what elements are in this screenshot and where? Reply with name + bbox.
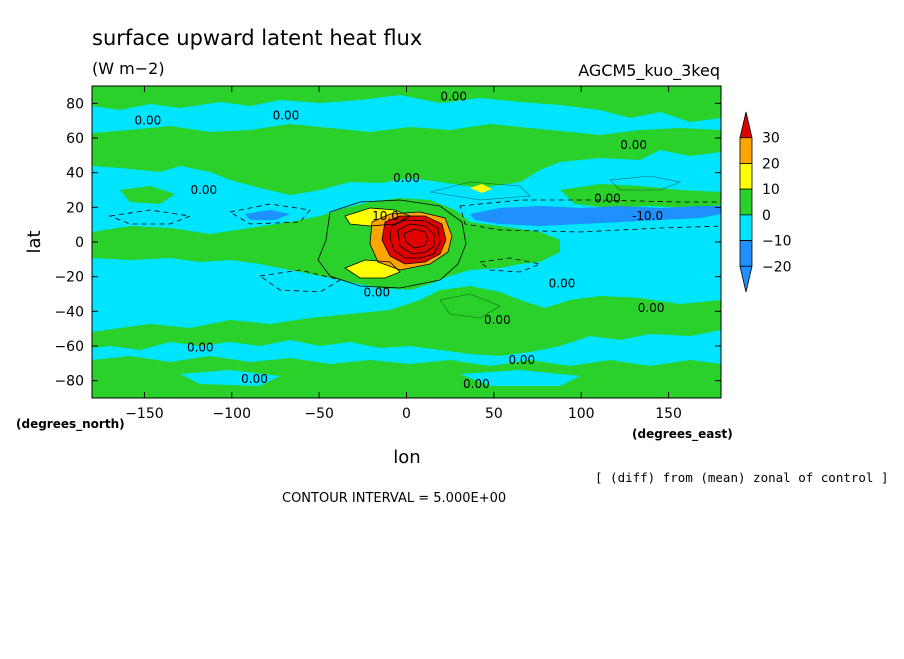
y-tick-label: 40 (66, 166, 84, 182)
y-tick-label: 20 (66, 200, 84, 216)
colorbar-swatch (739, 137, 753, 164)
y-tick-label: −40 (54, 304, 84, 320)
contour-label: 0.00 (135, 114, 162, 128)
y-tick-label: −20 (54, 270, 84, 286)
x-tick-label: 0 (402, 406, 411, 422)
contour-label: 0.00 (594, 192, 621, 206)
colorbar-swatch (739, 188, 753, 216)
y-axis: 80 60 40 20 0 −20 −40 −60 −80 (54, 96, 721, 390)
contour-label: 0.00 (273, 108, 300, 122)
contour-labels: 0.00 0.00 0.00 0.00 0.00 0.00 0.00 10.0 -10.0 0.0… (135, 89, 665, 391)
strong-negative-region-atlantic (245, 210, 290, 220)
positive-region-north-pole (92, 86, 721, 122)
contour-interval: CONTOUR INTERVAL = 5.000E+00 (282, 491, 506, 506)
negative-patch-south-pole-east (460, 370, 580, 386)
units-label: (W m−2) (92, 59, 165, 78)
y-tick-label: 0 (75, 235, 84, 251)
contour-label: 0.00 (638, 301, 665, 315)
negative-contour-lines (108, 199, 721, 293)
colorbar-tick-label: 30 (762, 131, 780, 147)
y-unit-note: (degrees_north) (16, 417, 125, 432)
contour-label: 0.00 (620, 138, 647, 152)
anomaly-yellow-spot (470, 184, 492, 193)
colorbar-tick-label: −20 (762, 259, 792, 275)
x-tick-label: 100 (568, 406, 595, 422)
strong-negative-region-pacific (470, 206, 721, 226)
colorbar-swatch (739, 111, 753, 139)
comparison-note: [ (diff) from (mean) zonal of control ] (595, 470, 889, 485)
colorbar-swatch (739, 163, 753, 190)
x-axis-label: lon (393, 447, 420, 468)
y-tick-label: −80 (54, 374, 84, 390)
colorbar-tick-label: 0 (762, 208, 771, 224)
colorbar: 30 20 10 0 −10 −20 (739, 111, 792, 293)
y-tick-label: 60 (66, 131, 84, 147)
faint-contour-lines (429, 175, 682, 319)
anomaly-red-core (382, 216, 446, 264)
contour-field (92, 86, 721, 398)
negative-patch-south-pole (180, 370, 280, 386)
positive-patch-subtropics-north (120, 186, 175, 204)
contour-label: 0.00 (393, 171, 420, 185)
contour-lines (317, 199, 467, 289)
x-tick-label: 150 (655, 406, 682, 422)
positive-region-north-midlat (92, 124, 721, 195)
contour-label: 10.0 (372, 209, 399, 223)
chart-title: surface upward latent heat flux (92, 26, 422, 50)
colorbar-swatch (739, 265, 753, 293)
x-tick-label: −150 (125, 406, 163, 422)
y-axis-label: lat (24, 230, 45, 253)
x-axis: −150 −100 −50 0 50 100 150 (125, 86, 682, 422)
x-tick-label: −100 (213, 406, 251, 422)
contour-label: 0.00 (463, 377, 490, 391)
positive-patch-pacific (560, 184, 721, 208)
contour-label: 0.00 (190, 183, 217, 197)
positive-region-south-subtropics (92, 286, 721, 356)
positive-region-south-pole (92, 356, 721, 398)
colorbar-tick-label: 20 (762, 156, 780, 172)
x-tick-label: 50 (485, 406, 503, 422)
experiment-label: AGCM5_kuo_3keq (578, 61, 720, 81)
colorbar-swatch (739, 240, 753, 267)
colorbar-tick-label: −10 (762, 234, 792, 250)
contour-label: 0.00 (508, 353, 535, 367)
colorbar-tick-label: 10 (762, 182, 780, 198)
contour-label: 0.00 (484, 313, 511, 327)
contour-label: 0.00 (363, 285, 390, 299)
contour-label: -10.0 (632, 209, 663, 223)
colorbar-swatch (739, 214, 753, 241)
y-tick-label: −60 (54, 339, 84, 355)
contour-label: 0.00 (241, 372, 268, 386)
x-tick-label: −50 (304, 406, 334, 422)
x-unit-note: (degrees_east) (632, 427, 733, 442)
y-tick-label: 80 (66, 96, 84, 112)
contour-label: 0.00 (187, 341, 214, 355)
contour-label: 0.00 (549, 277, 576, 291)
contour-label: 0.00 (440, 89, 467, 103)
